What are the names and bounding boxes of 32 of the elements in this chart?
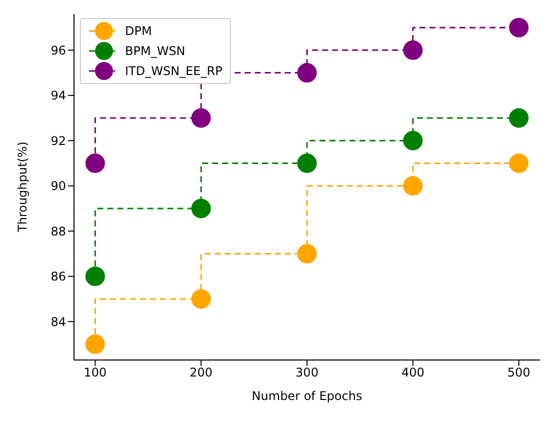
legend-label: ITD_WSN_EE_RP xyxy=(125,63,222,80)
point xyxy=(509,154,529,174)
point xyxy=(85,154,105,174)
point xyxy=(297,63,317,83)
x-tick-label: 300 xyxy=(296,366,318,380)
legend-label: BPM_WSN xyxy=(125,43,186,60)
point xyxy=(85,334,105,354)
point xyxy=(509,108,529,128)
point xyxy=(509,18,529,38)
point xyxy=(403,40,423,60)
legend-label: DPM xyxy=(125,23,152,40)
y-axis-title: Throughput(%) xyxy=(15,142,30,233)
x-tick-label: 200 xyxy=(190,366,213,380)
point xyxy=(85,266,105,286)
x-tick-label: 500 xyxy=(507,366,530,380)
point xyxy=(403,130,423,150)
x-axis-title: Number of Epochs xyxy=(252,389,362,403)
x-tick-label: 400 xyxy=(401,366,424,380)
point xyxy=(191,289,211,309)
y-tick-label: 94 xyxy=(50,88,66,103)
point xyxy=(297,244,317,264)
x-tick-label: 100 xyxy=(84,366,107,380)
point xyxy=(297,154,317,174)
y-tick-label: 96 xyxy=(50,43,66,58)
y-tick-label: 90 xyxy=(50,179,66,194)
point xyxy=(191,198,211,218)
y-tick-label: 86 xyxy=(50,270,66,284)
y-tick-label: 84 xyxy=(50,314,66,329)
y-tick-label: 88 xyxy=(50,224,66,238)
point xyxy=(403,176,423,196)
point xyxy=(191,108,211,128)
y-tick-label: 92 xyxy=(50,134,66,148)
